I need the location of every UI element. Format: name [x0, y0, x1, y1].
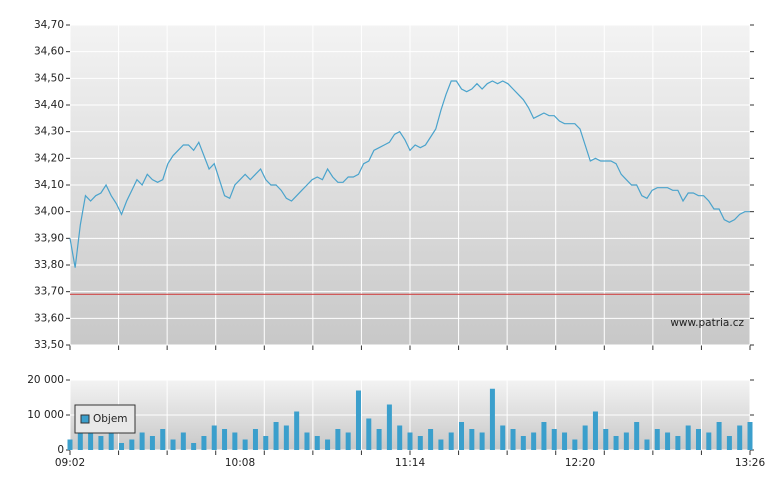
volume-bar	[551, 429, 557, 450]
volume-bar	[129, 439, 135, 450]
volume-bar	[665, 432, 671, 450]
legend-label: Objem	[93, 413, 128, 425]
volume-bar	[108, 425, 114, 450]
volume-bar	[252, 429, 258, 450]
volume-bar	[613, 436, 619, 450]
volume-bar	[325, 439, 331, 450]
x-tick-label: 13:26	[735, 457, 766, 469]
legend-swatch	[80, 414, 90, 424]
volume-bar	[489, 388, 495, 450]
volume-bar	[448, 432, 454, 450]
volume-bar	[345, 432, 351, 450]
y-tick-label: 10 000	[27, 409, 64, 421]
y-tick-label: 34,50	[34, 72, 64, 84]
volume-bar	[283, 425, 289, 450]
y-tick-label: 33,80	[34, 259, 64, 271]
volume-bar	[510, 429, 516, 450]
volume-bar	[592, 411, 598, 450]
volume-bar	[139, 432, 145, 450]
y-tick-label: 33,50	[34, 339, 64, 351]
volume-bar	[366, 418, 372, 450]
y-tick-label: 34,30	[34, 126, 64, 138]
volume-bar	[438, 439, 444, 450]
x-tick-label: 11:14	[395, 457, 426, 469]
volume-bar	[160, 429, 166, 450]
volume-bar	[88, 432, 94, 450]
price-line	[69, 80, 750, 268]
volume-bar	[263, 436, 269, 450]
volume-bar	[407, 432, 413, 450]
volume-bar	[273, 422, 279, 450]
volume-bar	[675, 436, 681, 450]
volume-bar	[726, 436, 732, 450]
volume-bar	[531, 432, 537, 450]
x-tick-label: 12:20	[565, 457, 595, 469]
volume-bar	[520, 436, 526, 450]
y-tick-label: 20 000	[27, 374, 64, 386]
volume-bar	[654, 429, 660, 450]
y-tick-label: 0	[57, 444, 64, 456]
volume-bar	[222, 429, 228, 450]
volume-bar	[376, 429, 382, 450]
x-tick-label: 09:02	[55, 457, 85, 469]
volume-bar	[355, 390, 361, 450]
volume-bar	[98, 436, 104, 450]
volume-bar	[634, 422, 640, 450]
volume-bar	[644, 439, 650, 450]
volume-bar	[695, 429, 701, 450]
y-tick-label: 34,10	[34, 179, 64, 191]
volume-bar	[623, 432, 629, 450]
volume-bar	[119, 443, 125, 450]
y-tick-label: 34,40	[34, 99, 64, 111]
volume-bar	[232, 432, 238, 450]
volume-bar	[314, 436, 320, 450]
volume-bar	[180, 432, 186, 450]
volume-bar	[211, 425, 217, 450]
volume-bar	[294, 411, 300, 450]
volume-bar	[479, 432, 485, 450]
volume-bar	[77, 429, 83, 450]
volume-bar	[541, 422, 547, 450]
volume-bar	[386, 404, 392, 450]
volume-bar	[201, 436, 207, 450]
y-tick-label: 34,70	[34, 19, 64, 31]
volume-bar	[469, 429, 475, 450]
y-tick-label: 34,60	[34, 46, 64, 58]
volume-bar	[747, 422, 753, 450]
y-tick-label: 33,70	[34, 286, 64, 298]
volume-bar	[737, 425, 743, 450]
volume-bar	[459, 422, 465, 450]
volume-bar	[67, 439, 73, 450]
volume-bar	[500, 425, 506, 450]
x-tick-label: 10:08	[225, 457, 255, 469]
volume-bar	[603, 429, 609, 450]
volume-bar	[562, 432, 568, 450]
volume-bar	[582, 425, 588, 450]
volume-bar	[170, 439, 176, 450]
volume-bar	[428, 429, 434, 450]
y-tick-label: 33,60	[34, 312, 64, 324]
volume-bar	[335, 429, 341, 450]
volume-bar	[706, 432, 712, 450]
volume-bar	[397, 425, 403, 450]
y-tick-label: 34,00	[34, 206, 64, 218]
volume-bar	[304, 432, 310, 450]
watermark: www.patria.cz	[670, 317, 744, 329]
volume-bar	[149, 436, 155, 450]
volume-bar	[685, 425, 691, 450]
volume-bar	[417, 436, 423, 450]
volume-bar	[191, 443, 197, 450]
volume-bar	[716, 422, 722, 450]
volume-bar	[242, 439, 248, 450]
volume-bar	[572, 439, 578, 450]
y-tick-label: 33,90	[34, 232, 64, 244]
y-tick-label: 34,20	[34, 152, 64, 164]
